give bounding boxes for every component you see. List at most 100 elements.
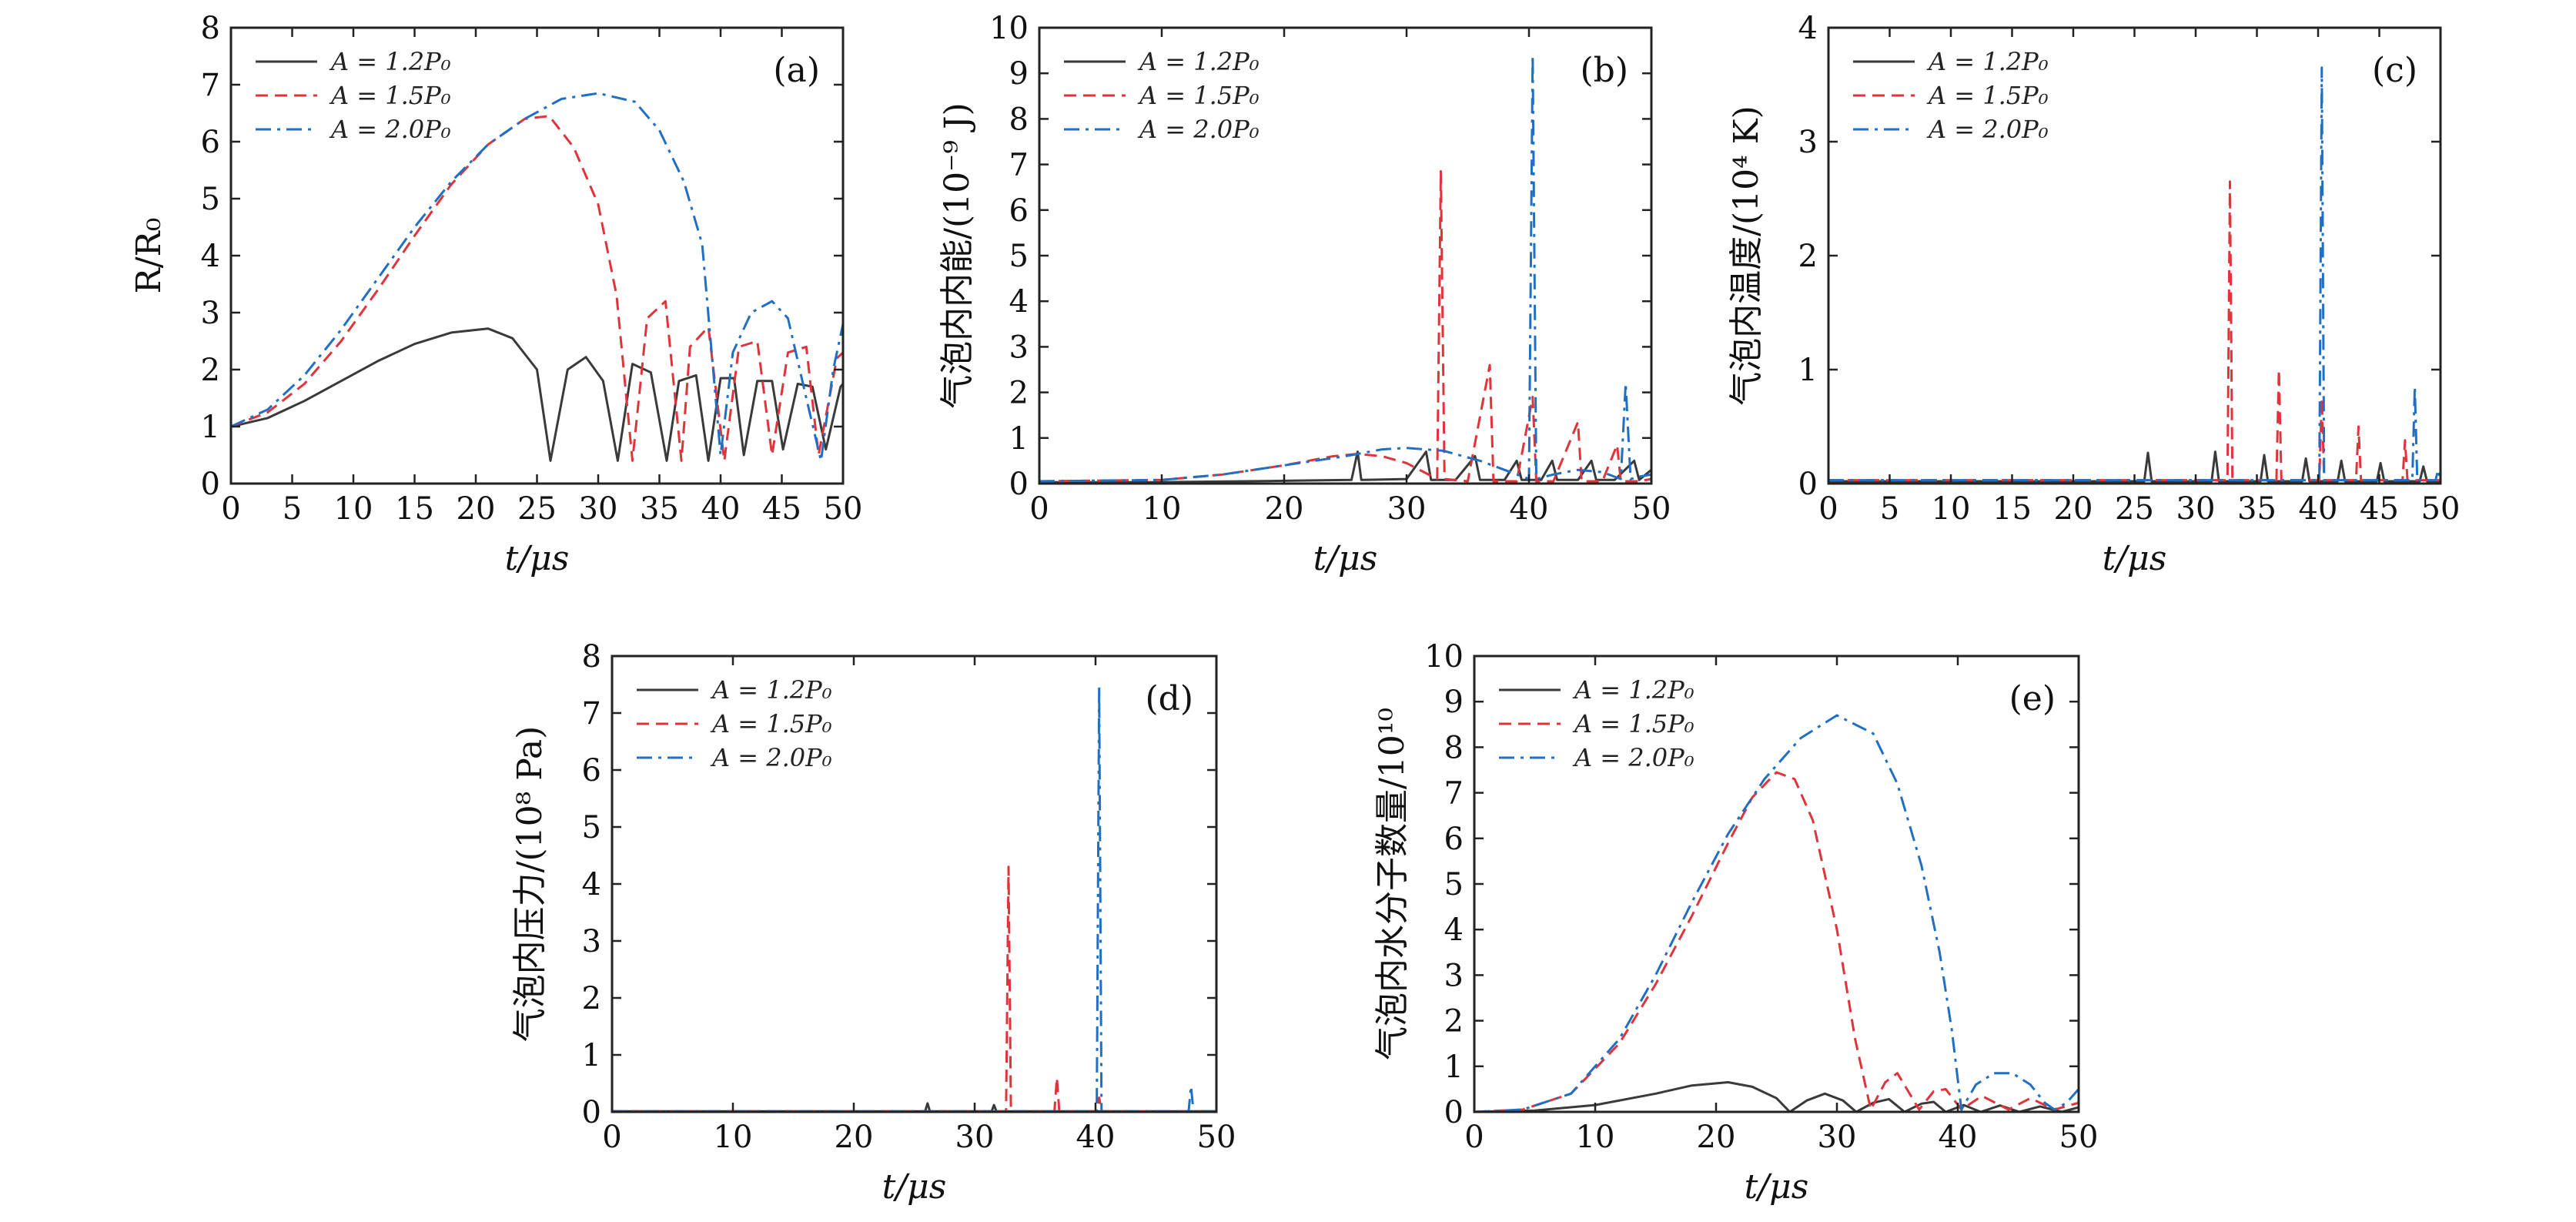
- y-tick-label: 1: [201, 410, 220, 445]
- y-tick-label: 7: [1009, 148, 1029, 183]
- x-tick-label: 30: [1818, 1120, 1857, 1155]
- x-tick-label: 35: [2237, 491, 2277, 527]
- x-axis-label: t/μs: [2103, 539, 2167, 578]
- y-tick-label: 2: [1798, 239, 1818, 274]
- y-tick-label: 2: [582, 981, 601, 1016]
- y-tick-label: 10: [989, 11, 1029, 46]
- legend-entry: A = 2.0P₀: [1572, 743, 1694, 772]
- chart-panel-a: 0 5 10 15 20 25 30 35 40 45 50012345678t/μsR/R₀(a)…: [129, 11, 862, 578]
- y-axis-label: R/R₀: [129, 218, 169, 294]
- y-tick-label: 2: [201, 353, 220, 388]
- series-line: [612, 686, 1216, 1112]
- legend-entry: A = 1.5P₀: [1137, 81, 1260, 110]
- x-tick-label: 30: [579, 491, 618, 527]
- legend-entry: A = 1.2P₀: [1137, 47, 1260, 76]
- y-tick-label: 3: [582, 924, 601, 959]
- legend: A = 1.2P₀ A = 1.5P₀ A = 2.0P₀: [256, 47, 451, 144]
- y-tick-label: 7: [1444, 776, 1464, 812]
- plot-frame: [611, 655, 1218, 1113]
- legend: A = 1.2P₀ A = 1.5P₀ A = 2.0P₀: [1853, 47, 2049, 144]
- x-tick-label: 50: [824, 491, 863, 527]
- y-tick-label: 6: [201, 125, 220, 160]
- chart-panel-c: 0 5 10 15 20 25 30 35 40 45 50 0 1 2 3 4 t/μs 气泡内温度/(10⁴ …: [1727, 11, 2460, 578]
- x-tick-label: 0: [1029, 491, 1049, 527]
- x-tick-label: 10: [1576, 1120, 1615, 1155]
- y-tick-label: 4: [1444, 912, 1464, 948]
- x-tick-label: 0: [221, 491, 240, 527]
- y-tick-label: 1: [1444, 1050, 1464, 1085]
- series-line: [1474, 771, 2079, 1112]
- y-tick-label: 4: [582, 867, 601, 902]
- x-tick-label: 15: [395, 491, 434, 527]
- x-tick-label: 10: [1142, 491, 1182, 527]
- panel-label: (c): [2372, 51, 2417, 90]
- series-line: [231, 92, 843, 462]
- y-tick-label: 3: [201, 296, 220, 331]
- x-tick-label: 40: [701, 491, 741, 527]
- legend-entry: A = 2.0P₀: [329, 115, 451, 144]
- x-tick-label: 40: [2299, 491, 2338, 527]
- y-tick-label: 5: [1009, 239, 1029, 274]
- legend-entry: A = 2.0P₀: [1926, 115, 2049, 144]
- x-tick-label: 30: [1387, 491, 1427, 527]
- x-tick-label: 5: [283, 491, 302, 527]
- legend-entry: A = 2.0P₀: [1137, 115, 1260, 144]
- series-line: [231, 115, 843, 462]
- x-tick-label: 50: [1197, 1120, 1236, 1155]
- y-tick-label: 6: [1444, 822, 1464, 857]
- y-tick-label: 8: [1444, 730, 1464, 765]
- y-tick-label: 1: [1009, 421, 1029, 457]
- panel-label: (d): [1146, 679, 1194, 718]
- y-tick-label: 6: [582, 753, 601, 788]
- y-tick-label: 0: [1444, 1095, 1464, 1130]
- y-tick-label: 7: [201, 68, 220, 103]
- y-tick-label: 0: [201, 467, 220, 502]
- y-tick-label: 8: [201, 11, 220, 46]
- legend-entry: A = 1.2P₀: [1926, 47, 2049, 76]
- series-line: [612, 1102, 1216, 1112]
- x-tick-label: 50: [2421, 491, 2461, 527]
- plot-frame: [1827, 26, 2442, 485]
- x-tick-label: 20: [835, 1120, 874, 1155]
- y-tick-label: 3: [1009, 330, 1029, 365]
- x-tick-label: 25: [2115, 491, 2154, 527]
- x-axis-label: t/μs: [505, 539, 570, 578]
- legend-entry: A = 1.5P₀: [1572, 709, 1694, 738]
- legend-entry: A = 1.2P₀: [1572, 675, 1694, 705]
- y-tick-label: 5: [201, 182, 220, 217]
- series-line: [1039, 450, 1651, 484]
- series-line: [231, 327, 843, 462]
- y-tick-label: 3: [1444, 958, 1464, 993]
- legend: A = 1.2P₀ A = 1.5P₀ A = 2.0P₀: [1499, 675, 1694, 772]
- series-line: [1039, 54, 1651, 483]
- y-tick-label: 7: [582, 696, 601, 732]
- x-tick-label: 35: [640, 491, 679, 527]
- x-tick-label: 45: [2360, 491, 2399, 527]
- x-tick-label: 50: [2059, 1120, 2099, 1155]
- x-tick-label: 40: [1939, 1120, 1978, 1155]
- legend: A = 1.2P₀ A = 1.5P₀ A = 2.0P₀: [637, 675, 832, 772]
- panel-label: (a): [773, 51, 820, 90]
- y-tick-label: 4: [1009, 284, 1029, 320]
- panel-label: (b): [1581, 51, 1629, 90]
- x-axis-label: t/μs: [882, 1167, 947, 1207]
- y-tick-label: 1: [582, 1038, 601, 1073]
- y-tick-label: 3: [1798, 125, 1818, 160]
- y-axis-label: 气泡内水分子数量/10¹⁰: [1373, 708, 1412, 1060]
- legend-entry: A = 2.0P₀: [710, 743, 832, 772]
- y-axis-label: 气泡内压力/(10⁸ Pa): [510, 726, 550, 1043]
- legend-entry: A = 1.2P₀: [329, 47, 451, 76]
- y-tick-label: 0: [582, 1095, 601, 1130]
- series-line: [1474, 714, 2079, 1112]
- y-tick-label: 6: [1009, 193, 1029, 229]
- x-tick-label: 20: [1265, 491, 1304, 527]
- plot-frame: [1473, 655, 2080, 1113]
- y-tick-label: 2: [1444, 1004, 1464, 1040]
- x-axis-label: t/μs: [1745, 1167, 1809, 1207]
- chart-panel-e: 0 10 20 30 40 50012345678910t/μs气泡内水分子数量/10¹⁰…: [1373, 639, 2098, 1207]
- series-line: [612, 865, 1216, 1112]
- x-tick-label: 10: [1932, 491, 1971, 527]
- y-tick-label: 0: [1798, 467, 1818, 502]
- plot-frame: [1038, 26, 1653, 485]
